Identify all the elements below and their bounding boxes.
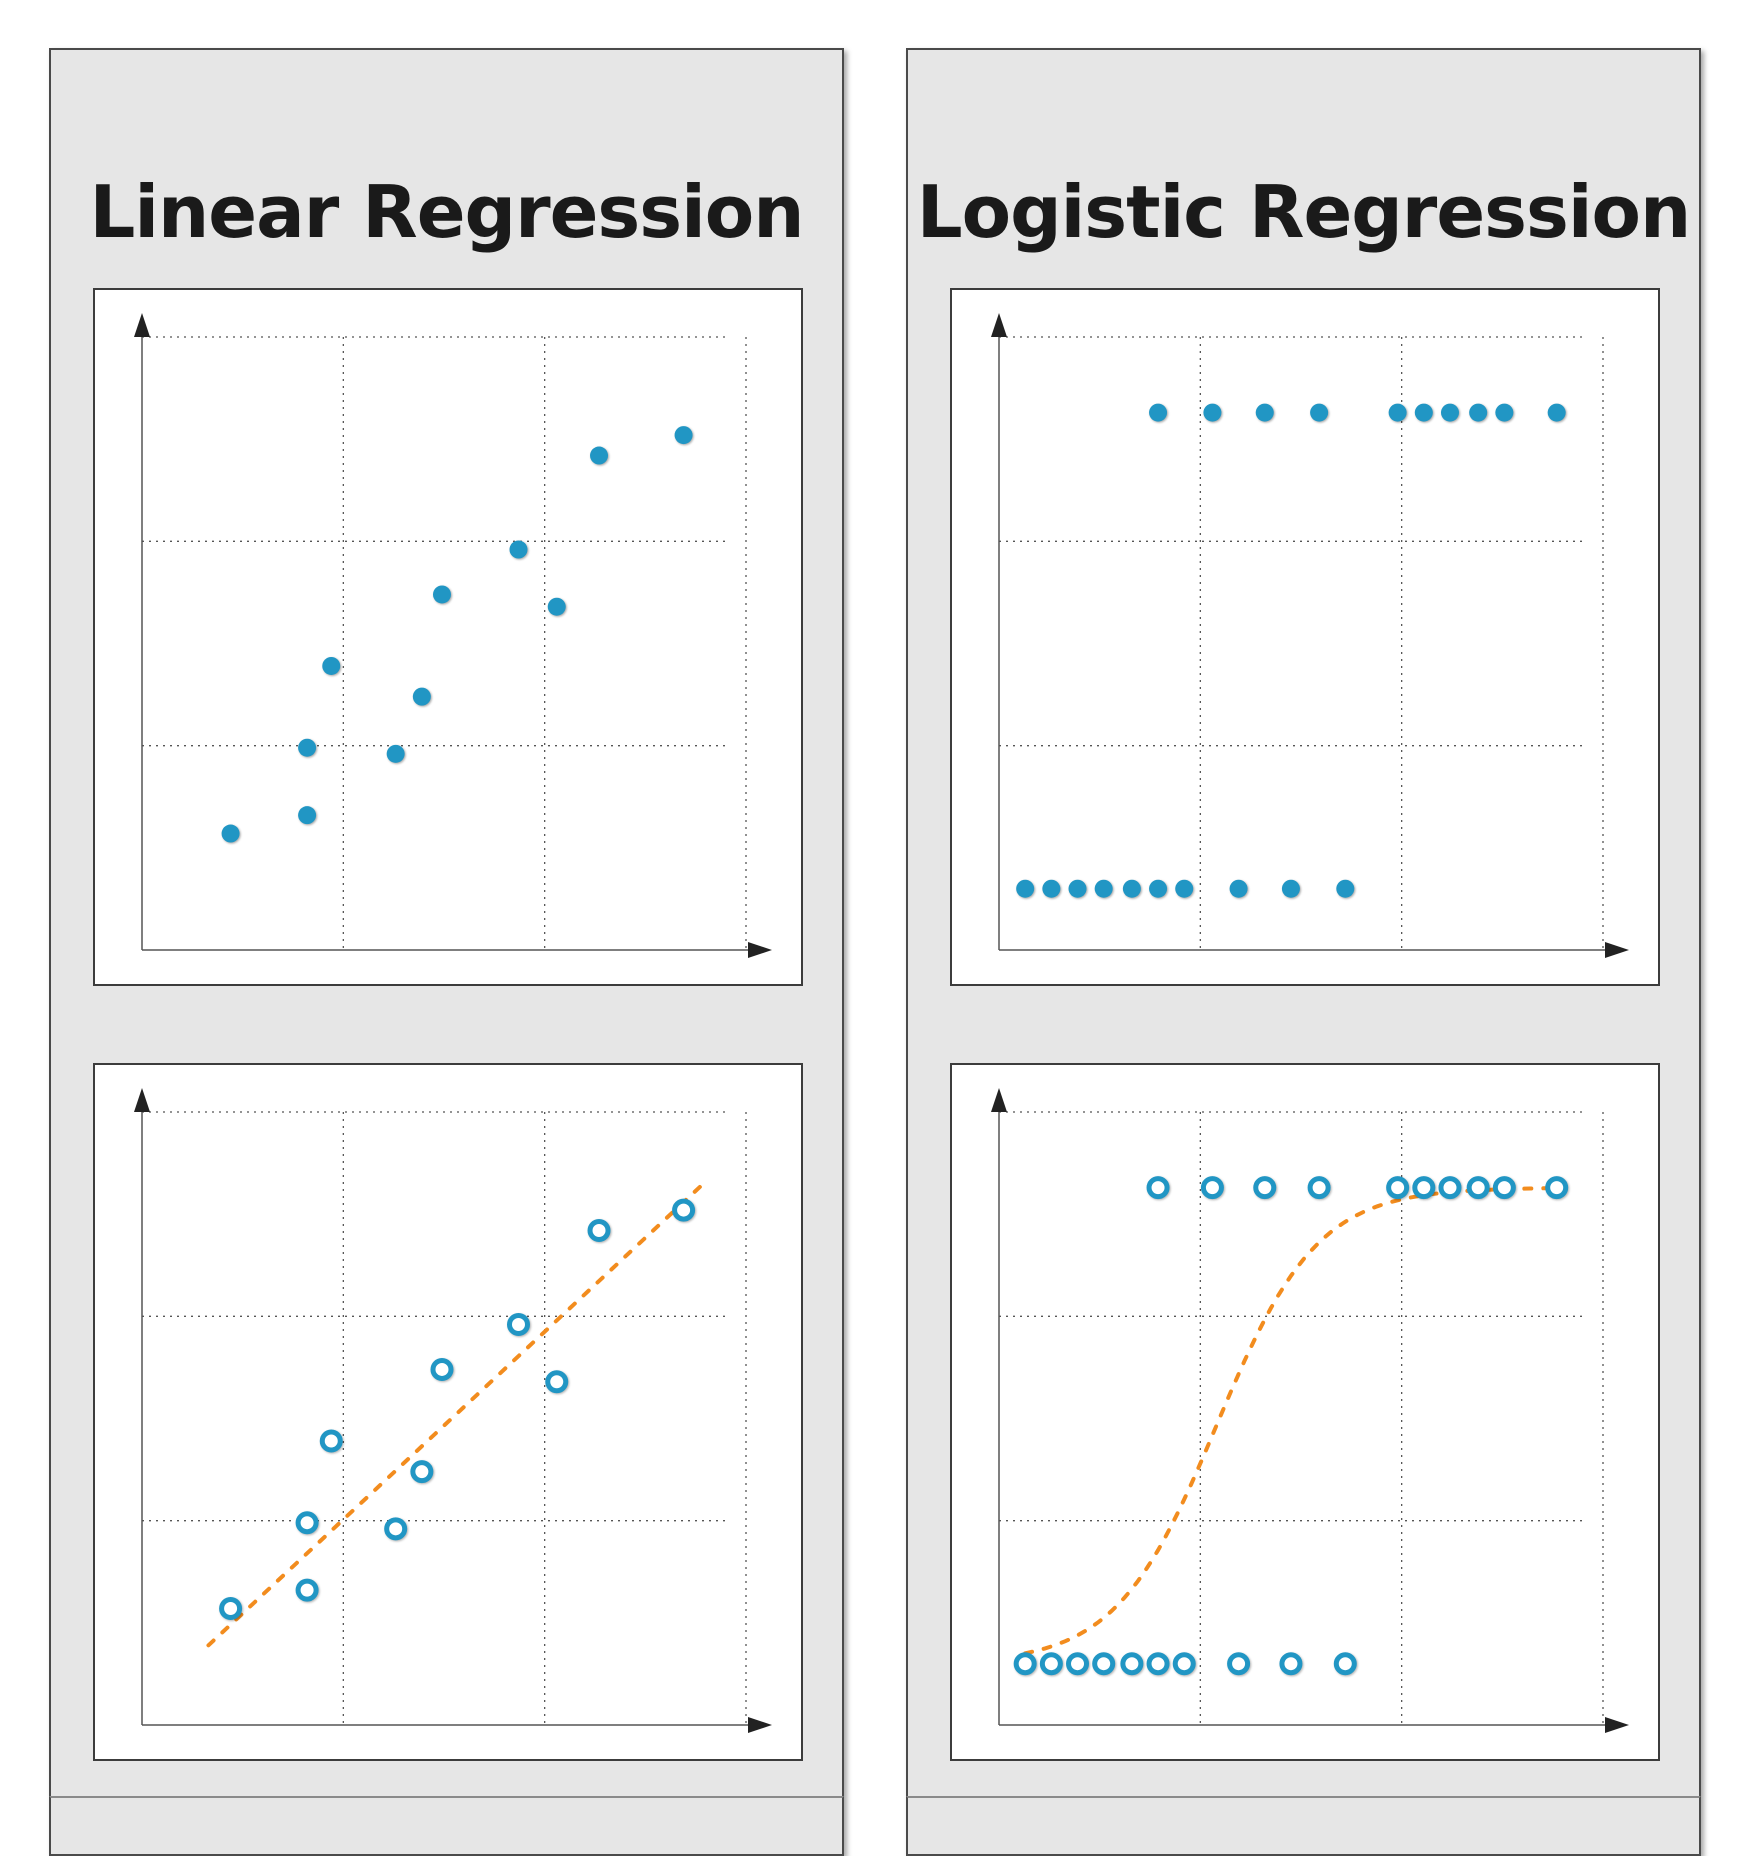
panel-footer — [49, 1796, 844, 1856]
data-point — [1336, 879, 1355, 898]
y-axis-arrow — [134, 313, 150, 337]
data-point-hollow — [384, 1517, 408, 1541]
data-point — [1229, 879, 1248, 898]
data-point-hollow — [672, 1198, 696, 1222]
data-point — [509, 540, 528, 559]
data-point-hollow — [1253, 1176, 1277, 1200]
data-point-hollow — [1438, 1176, 1462, 1200]
data-point-hollow — [1545, 1176, 1569, 1200]
linear-scatter-svg — [134, 313, 772, 958]
data-point — [1310, 403, 1329, 422]
data-point — [412, 687, 431, 706]
logistic-fit-svg — [991, 1088, 1629, 1733]
data-point-hollow — [1013, 1652, 1037, 1676]
data-point-hollow — [1146, 1176, 1170, 1200]
x-axis-arrow — [1605, 1717, 1629, 1733]
data-point — [1440, 403, 1459, 422]
data-point-hollow — [1307, 1176, 1331, 1200]
data-point — [1068, 879, 1087, 898]
data-point-hollow — [295, 1578, 319, 1602]
data-point-hollow — [1092, 1652, 1116, 1676]
regression-fit-line — [206, 1179, 708, 1648]
x-axis-arrow — [748, 942, 772, 958]
data-point — [432, 585, 451, 604]
data-point — [674, 426, 693, 445]
logistic-scatter-svg — [991, 313, 1629, 958]
data-point-hollow — [1466, 1176, 1490, 1200]
panel-footer — [906, 1796, 1701, 1856]
data-point — [1547, 403, 1566, 422]
data-point — [1094, 879, 1113, 898]
data-point — [1122, 879, 1141, 898]
data-point-hollow — [430, 1357, 454, 1381]
logistic-scatter-plot — [950, 288, 1660, 986]
data-point — [1016, 879, 1035, 898]
data-point — [1469, 403, 1488, 422]
data-point-hollow — [506, 1313, 530, 1337]
data-point-hollow — [1200, 1176, 1224, 1200]
data-point — [1255, 403, 1274, 422]
y-axis-arrow — [991, 313, 1007, 337]
data-point-hollow — [1172, 1652, 1196, 1676]
data-point-hollow — [295, 1511, 319, 1535]
data-point — [1414, 403, 1433, 422]
y-axis-arrow — [991, 1088, 1007, 1112]
data-point-hollow — [1386, 1176, 1410, 1200]
data-point-hollow — [1333, 1652, 1357, 1676]
data-point — [590, 446, 609, 465]
data-point — [1149, 879, 1168, 898]
data-point — [386, 744, 405, 763]
linear-fit-plot — [93, 1063, 803, 1761]
data-point-hollow — [1412, 1176, 1436, 1200]
linear-scatter-plot — [93, 288, 803, 986]
data-point-hollow — [410, 1460, 434, 1484]
linear-fit-svg — [134, 1088, 772, 1733]
linear-regression-title: Linear Regression — [89, 170, 804, 254]
data-point — [1149, 403, 1168, 422]
data-point-hollow — [1227, 1652, 1251, 1676]
data-point-hollow — [1492, 1176, 1516, 1200]
x-axis-arrow — [748, 1717, 772, 1733]
data-point — [1203, 403, 1222, 422]
data-point-hollow — [219, 1597, 243, 1621]
data-point — [298, 738, 317, 757]
data-point-hollow — [1066, 1652, 1090, 1676]
data-point-hollow — [319, 1429, 343, 1453]
logistic-regression-title: Logistic Regression — [916, 170, 1692, 254]
data-point — [1281, 879, 1300, 898]
data-point — [1388, 403, 1407, 422]
logistic-fit-plot — [950, 1063, 1660, 1761]
data-point-hollow — [1039, 1652, 1063, 1676]
data-point — [1042, 879, 1061, 898]
data-point — [221, 824, 240, 843]
data-point — [1495, 403, 1514, 422]
data-point — [1175, 879, 1194, 898]
data-point-hollow — [1120, 1652, 1144, 1676]
data-point-hollow — [1146, 1652, 1170, 1676]
logistic-regression-panel: Logistic Regression — [906, 48, 1701, 1856]
data-point-hollow — [1279, 1652, 1303, 1676]
data-point — [547, 597, 566, 616]
data-point — [298, 806, 317, 825]
data-point — [322, 656, 341, 675]
linear-regression-panel: Linear Regression — [49, 48, 844, 1856]
x-axis-arrow — [1605, 942, 1629, 958]
data-point-hollow — [545, 1370, 569, 1394]
regression-fit-line — [1023, 1186, 1559, 1656]
y-axis-arrow — [134, 1088, 150, 1112]
data-point-hollow — [587, 1219, 611, 1243]
